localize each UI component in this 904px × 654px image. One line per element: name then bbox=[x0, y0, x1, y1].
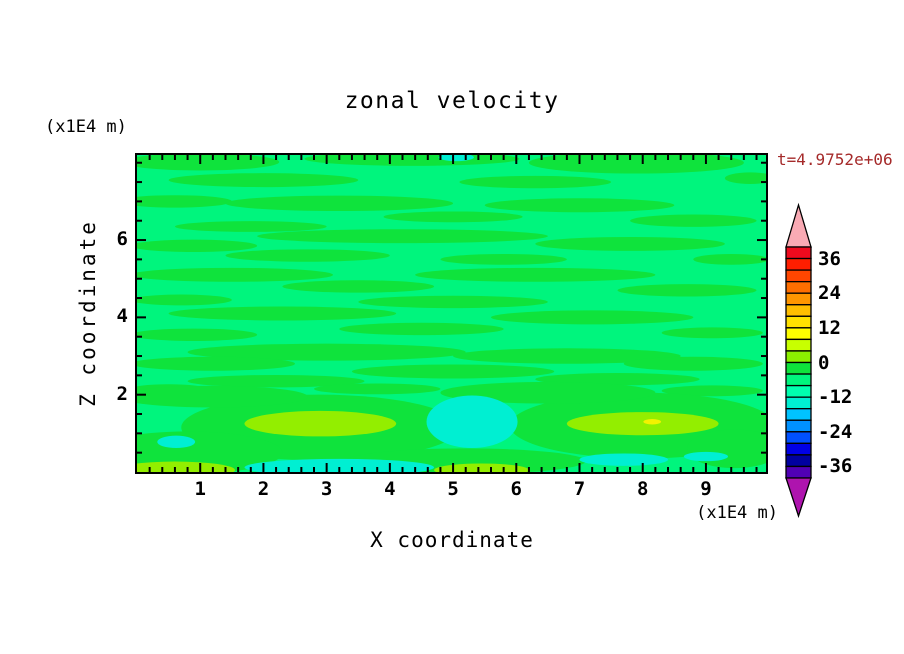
contour-region-green bbox=[187, 343, 466, 361]
colorbar-cell bbox=[785, 431, 812, 445]
contour-region-chartreuse bbox=[566, 412, 719, 436]
colorbar-tick-label: -24 bbox=[818, 420, 853, 443]
contour-region-green bbox=[535, 236, 725, 251]
contour-region-green bbox=[137, 155, 280, 171]
contour-region-green bbox=[137, 267, 333, 282]
contour-region-cyan bbox=[683, 451, 729, 462]
contour-region-green bbox=[137, 239, 258, 253]
colorbar-cell bbox=[785, 350, 812, 364]
contour-region-green bbox=[339, 322, 504, 336]
contour-region-green bbox=[225, 195, 454, 212]
colorbar-tick-label: 12 bbox=[818, 316, 841, 339]
colorbar-cell bbox=[785, 304, 812, 317]
colorbar-cell bbox=[785, 246, 812, 260]
contour-region-green bbox=[257, 229, 548, 244]
contour-region-green bbox=[661, 327, 763, 339]
x-tick-label: 7 bbox=[573, 478, 586, 500]
x-tick-label: 3 bbox=[320, 478, 333, 500]
contour-region-green bbox=[358, 295, 548, 309]
contour-region-green bbox=[617, 284, 757, 297]
x-tick-label: 2 bbox=[257, 478, 270, 500]
x-tick-label: 8 bbox=[636, 478, 649, 500]
colorbar-cell bbox=[785, 315, 812, 329]
contour-region-green bbox=[168, 173, 359, 188]
x-axis-title: X coordinate bbox=[370, 528, 534, 552]
colorbar-tick-label: 0 bbox=[818, 351, 830, 374]
contour-region-green bbox=[491, 310, 694, 325]
contour-region-cyan bbox=[426, 395, 518, 449]
x-tick-label: 4 bbox=[384, 478, 396, 500]
contour-region-green bbox=[383, 211, 523, 223]
colorbar-cell bbox=[785, 327, 812, 341]
z-axis-title: Z coordinate bbox=[76, 219, 100, 407]
contour-region-cyan bbox=[157, 435, 196, 449]
colorbar-cell bbox=[785, 465, 812, 479]
contour-region-cyan bbox=[244, 458, 435, 472]
contour-region-green bbox=[630, 214, 757, 227]
x-tick-label: 9 bbox=[700, 478, 712, 500]
colorbar bbox=[780, 200, 820, 530]
z-tick-label: 4 bbox=[116, 305, 128, 328]
plot-area bbox=[135, 153, 768, 474]
z-tick-label: 2 bbox=[116, 382, 128, 405]
contour-region-green bbox=[528, 155, 744, 174]
colorbar-tick-label: 24 bbox=[818, 282, 841, 305]
colorbar-cell bbox=[785, 269, 812, 283]
x-tick-label: 6 bbox=[510, 478, 523, 500]
x-axis-units-label: (x1E4 m) bbox=[696, 503, 778, 523]
time-annotation: t=4.9752e+06 bbox=[777, 150, 893, 169]
contour-region-green bbox=[484, 198, 675, 213]
contour-region-green bbox=[724, 172, 766, 184]
colorbar-cell bbox=[785, 292, 812, 306]
contour-field bbox=[137, 155, 766, 472]
contour-region-green bbox=[351, 364, 555, 379]
contour-region-green bbox=[623, 356, 763, 371]
z-tick-label: 6 bbox=[116, 227, 128, 250]
colorbar-cell bbox=[785, 408, 812, 421]
contour-region-cyan bbox=[579, 453, 669, 466]
colorbar-bar bbox=[785, 202, 812, 519]
x-tick-label: 1 bbox=[194, 478, 206, 500]
plot-title: zonal velocity bbox=[344, 88, 560, 114]
colorbar-cell bbox=[785, 396, 812, 410]
colorbar-under-arrow bbox=[785, 477, 812, 519]
contour-region-green bbox=[137, 294, 232, 306]
contour-region-green bbox=[225, 249, 390, 262]
contour-region-green bbox=[187, 374, 365, 388]
colorbar-tick-label: -36 bbox=[818, 455, 853, 478]
contour-region-green bbox=[174, 221, 327, 232]
contour-region-green bbox=[415, 267, 656, 282]
contour-region-green bbox=[314, 383, 441, 395]
contour-region-green bbox=[661, 385, 763, 397]
contour-region-green bbox=[168, 306, 397, 321]
colorbar-cell bbox=[785, 373, 812, 387]
colorbar-cell bbox=[785, 338, 812, 352]
contour-region-chartreuse bbox=[434, 463, 529, 472]
contour-region-green bbox=[137, 195, 232, 208]
contour-region-chartreuse bbox=[244, 410, 397, 437]
colorbar-cell bbox=[785, 419, 812, 433]
colorbar-cell bbox=[785, 361, 812, 375]
colorbar-cell bbox=[785, 257, 812, 271]
colorbar-cell bbox=[785, 384, 812, 398]
contour-region-green bbox=[282, 280, 435, 293]
colorbar-cell bbox=[785, 442, 812, 456]
colorbar-cell bbox=[785, 454, 812, 468]
z-axis-units-label: (x1E4 m) bbox=[45, 117, 127, 137]
contour-region-green bbox=[440, 381, 656, 404]
contour-region-green bbox=[459, 175, 612, 189]
contour-region-green bbox=[440, 253, 567, 265]
contour-region-green bbox=[453, 348, 681, 364]
contour-region-green bbox=[137, 385, 308, 408]
contour-region-green bbox=[693, 253, 766, 265]
contour-region-green bbox=[137, 356, 296, 371]
colorbar-tick-label: -12 bbox=[818, 386, 853, 409]
colorbar-cell bbox=[785, 281, 812, 294]
contour-region-yellow bbox=[643, 419, 662, 425]
colorbar-tick-label: 36 bbox=[818, 247, 841, 270]
x-tick-label: 5 bbox=[447, 478, 459, 500]
contour-region-green bbox=[137, 328, 258, 341]
colorbar-over-arrow bbox=[785, 202, 812, 248]
